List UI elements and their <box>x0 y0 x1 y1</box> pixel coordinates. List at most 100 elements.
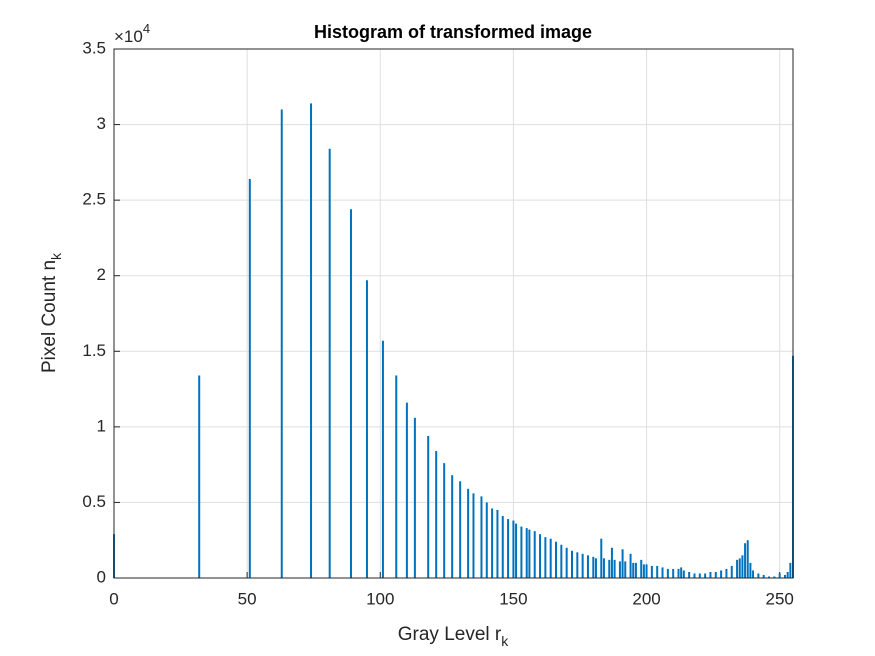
bar <box>496 509 499 578</box>
bar <box>544 537 547 578</box>
bar <box>773 576 776 578</box>
x-tick-label: 100 <box>366 589 394 608</box>
bar <box>328 148 331 579</box>
bar <box>576 552 579 578</box>
bar <box>629 553 632 578</box>
y-tick-label: 0.5 <box>82 492 106 511</box>
x-label-main: Gray Level r <box>398 624 502 645</box>
bar <box>600 538 603 578</box>
bar <box>621 549 624 578</box>
x-tick-label: 250 <box>765 589 793 608</box>
x-tick-label: 0 <box>109 589 118 608</box>
bar <box>594 558 597 578</box>
bar <box>709 571 712 578</box>
bar <box>704 573 707 578</box>
y-tick-label: 1.5 <box>82 341 106 360</box>
bar <box>451 475 454 578</box>
bar <box>610 547 613 578</box>
bar <box>608 559 611 578</box>
bar <box>666 568 669 578</box>
bar <box>602 558 605 578</box>
bar <box>310 103 313 578</box>
y-multiplier: ×104 <box>114 21 150 46</box>
bar <box>515 523 518 578</box>
y-multiplier-base: ×10 <box>114 27 143 46</box>
bar <box>198 375 201 578</box>
bar <box>427 435 430 578</box>
bar <box>757 573 760 578</box>
bar <box>618 561 621 578</box>
bar <box>555 541 558 578</box>
bar <box>680 567 683 578</box>
bar <box>413 417 416 578</box>
x-tick-label: 50 <box>238 589 257 608</box>
bar <box>592 556 595 578</box>
bar <box>645 564 648 578</box>
bar <box>730 565 733 578</box>
chart-title: Histogram of transformed image <box>314 22 592 42</box>
bar <box>768 576 771 578</box>
bar <box>650 565 653 578</box>
plot-area <box>114 49 793 578</box>
y-tick-label: 0 <box>97 567 106 586</box>
bar <box>459 481 462 578</box>
bar <box>698 573 701 578</box>
bar <box>467 488 470 578</box>
bar <box>714 571 717 578</box>
bar <box>533 531 536 578</box>
bar <box>528 529 531 578</box>
x-tick-label: 150 <box>499 589 527 608</box>
bar <box>613 559 616 578</box>
bar <box>381 340 384 578</box>
bar <box>661 567 664 578</box>
y-tick-label: 3 <box>97 114 106 133</box>
bar <box>749 562 752 578</box>
bar <box>632 562 635 578</box>
bar <box>395 375 398 578</box>
bar <box>512 520 515 578</box>
bar <box>746 540 749 578</box>
bar <box>525 528 528 578</box>
bar <box>744 543 747 578</box>
bar <box>565 547 568 578</box>
bar <box>349 209 352 578</box>
bar <box>738 558 741 578</box>
bar <box>248 178 251 579</box>
y-multiplier-power: 4 <box>143 21 150 36</box>
bar <box>480 496 483 578</box>
bar <box>693 573 696 578</box>
y-tick-label: 2.5 <box>82 190 106 209</box>
x-axis-label: Gray Level rk <box>398 624 509 649</box>
bar <box>677 568 680 578</box>
bar <box>682 570 685 578</box>
bar <box>634 562 637 578</box>
bar <box>581 553 584 578</box>
bar <box>443 463 446 578</box>
bar <box>501 516 504 578</box>
bar <box>784 574 787 578</box>
bar <box>720 570 723 578</box>
bar <box>520 526 523 578</box>
bar <box>725 568 728 578</box>
bar <box>435 451 438 578</box>
y-label-sub: k <box>48 252 64 260</box>
bar <box>365 280 368 578</box>
bar <box>405 402 408 578</box>
y-tick-label: 3.5 <box>82 38 106 57</box>
bar <box>736 559 739 578</box>
bar <box>507 519 510 578</box>
axes-box <box>113 48 794 579</box>
bar <box>485 502 488 578</box>
bar <box>472 493 475 578</box>
bar <box>586 555 589 578</box>
bar <box>688 571 691 578</box>
bar <box>786 571 789 578</box>
bar <box>549 538 552 578</box>
bar <box>762 574 765 578</box>
bar <box>656 565 659 578</box>
x-tick-label: 200 <box>632 589 660 608</box>
y-tick-label: 2 <box>97 265 106 284</box>
bar <box>778 573 781 578</box>
bar <box>570 550 573 578</box>
